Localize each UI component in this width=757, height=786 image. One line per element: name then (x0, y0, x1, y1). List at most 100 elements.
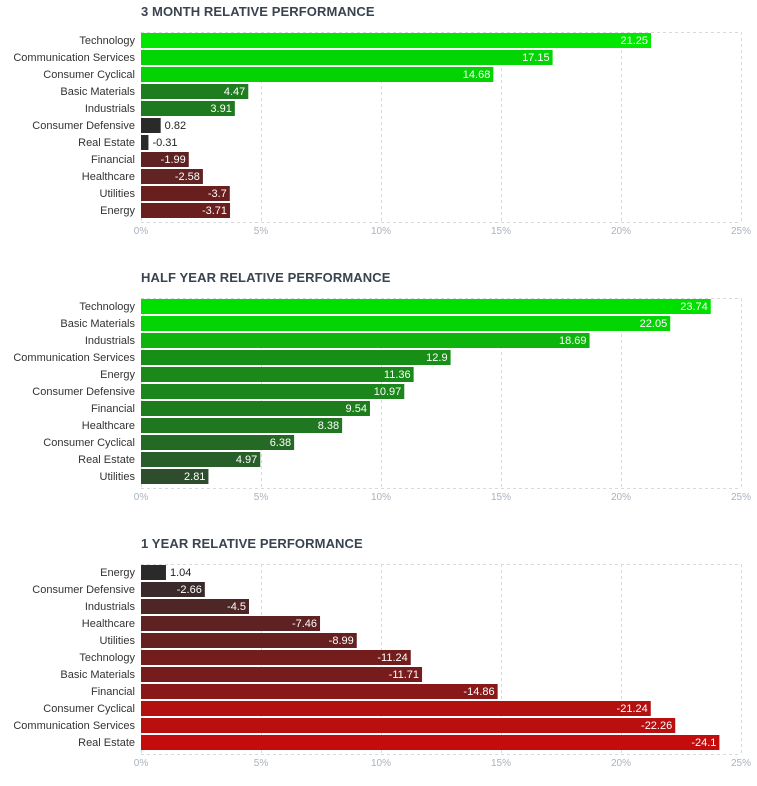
value-label: 10.97 (374, 386, 402, 398)
bar-real-estate (141, 735, 719, 750)
value-label: 8.38 (318, 420, 339, 432)
category-label: Healthcare (82, 618, 135, 630)
chart-panel-3-month: 3 MONTH RELATIVE PERFORMANCE 0% 5% 10% 15% 2… (0, 4, 757, 254)
category-label: Real Estate (78, 137, 135, 149)
value-label: 23.74 (680, 301, 708, 313)
category-label: Energy (100, 567, 135, 579)
value-label: 0.82 (165, 120, 186, 132)
category-label: Technology (79, 301, 135, 313)
category-label: Utilities (100, 635, 136, 647)
bar-consumer-cyclical (141, 67, 493, 82)
value-label: 4.97 (236, 454, 257, 466)
value-label: 14.68 (463, 69, 491, 81)
category-label: Industrials (85, 103, 136, 115)
category-label: Consumer Cyclical (43, 437, 135, 449)
value-label: -24.1 (691, 737, 716, 749)
bar-consumer-cyclical (141, 701, 651, 716)
bar-industrials (141, 333, 590, 348)
bar-technology (141, 33, 651, 48)
x-tick-label: 20% (611, 492, 631, 503)
bar-communication-services (141, 350, 451, 365)
category-label: Communication Services (13, 720, 135, 732)
bar-basic-materials (141, 667, 422, 682)
value-label: -3.71 (202, 205, 227, 217)
value-label: -4.5 (227, 601, 246, 613)
value-label: -2.66 (177, 584, 202, 596)
category-label: Consumer Defensive (32, 120, 135, 132)
value-label: -7.46 (292, 618, 317, 630)
x-tick-label: 15% (491, 492, 511, 503)
category-label: Communication Services (13, 52, 135, 64)
bar-communication-services (141, 50, 553, 65)
bar-energy (141, 565, 166, 580)
chart-panel-half-year: HALF YEAR RELATIVE PERFORMANCE 0% 5% 10% 15… (0, 270, 757, 520)
category-label: Consumer Defensive (32, 584, 135, 596)
category-label: Basic Materials (60, 669, 135, 681)
category-label: Basic Materials (60, 86, 135, 98)
bar-basic-materials (141, 316, 670, 331)
category-label: Energy (100, 205, 135, 217)
value-label: 11.36 (384, 369, 411, 381)
bar-real-estate (141, 135, 148, 150)
x-tick-label: 5% (254, 492, 269, 503)
category-label: Consumer Cyclical (43, 69, 135, 81)
x-tick-label: 10% (371, 226, 391, 237)
bar-communication-services (141, 718, 675, 733)
bar-healthcare (141, 418, 342, 433)
bar-energy (141, 367, 414, 382)
value-label: 9.54 (346, 403, 367, 415)
category-label: Technology (79, 652, 135, 664)
x-tick-label: 15% (491, 758, 511, 769)
value-label: 12.9 (426, 352, 447, 364)
bar-financial (141, 684, 498, 699)
category-label: Energy (100, 369, 135, 381)
category-label: Utilities (100, 471, 136, 483)
bar-utilities (141, 633, 357, 648)
x-tick-label: 15% (491, 226, 511, 237)
x-tick-label: 5% (254, 226, 269, 237)
category-label: Utilities (100, 188, 136, 200)
value-label: -2.58 (175, 171, 200, 183)
x-tick-label: 0% (134, 226, 149, 237)
x-tick-label: 20% (611, 758, 631, 769)
x-tick-label: 20% (611, 226, 631, 237)
value-label: 21.25 (620, 35, 648, 47)
value-label: -22.26 (641, 720, 672, 732)
value-label: 2.81 (184, 471, 205, 483)
value-label: -21.24 (617, 703, 648, 715)
bar-technology (141, 650, 411, 665)
x-tick-label: 0% (134, 492, 149, 503)
value-label: -1.99 (161, 154, 186, 166)
x-tick-label: 10% (371, 758, 391, 769)
x-tick-label: 25% (731, 492, 751, 503)
bar-consumer-defensive (141, 384, 404, 399)
category-label: Healthcare (82, 420, 135, 432)
category-label: Financial (91, 154, 135, 166)
category-label: Real Estate (78, 454, 135, 466)
category-label: Consumer Defensive (32, 386, 135, 398)
bar-consumer-defensive (141, 118, 161, 133)
value-label: -0.31 (152, 137, 177, 149)
value-label: 18.69 (559, 335, 587, 347)
value-label: -3.7 (208, 188, 227, 200)
x-tick-label: 0% (134, 758, 149, 769)
category-label: Healthcare (82, 171, 135, 183)
x-tick-label: 25% (731, 226, 751, 237)
category-label: Industrials (85, 601, 136, 613)
bar-financial (141, 401, 370, 416)
value-label: 17.15 (522, 52, 550, 64)
value-label: -11.24 (377, 652, 407, 664)
bar-chart-3-month: 0% 5% 10% 15% 20% 25% Technology 21.25 Communica… (0, 4, 757, 254)
category-label: Industrials (85, 335, 136, 347)
category-label: Communication Services (13, 352, 135, 364)
x-tick-label: 25% (731, 758, 751, 769)
category-label: Financial (91, 686, 135, 698)
x-tick-label: 10% (371, 492, 391, 503)
value-label: 1.04 (170, 567, 191, 579)
value-label: 3.91 (210, 103, 231, 115)
value-label: -11.71 (389, 669, 419, 681)
x-tick-label: 5% (254, 758, 269, 769)
category-label: Basic Materials (60, 318, 135, 330)
category-label: Consumer Cyclical (43, 703, 135, 715)
category-label: Real Estate (78, 737, 135, 749)
